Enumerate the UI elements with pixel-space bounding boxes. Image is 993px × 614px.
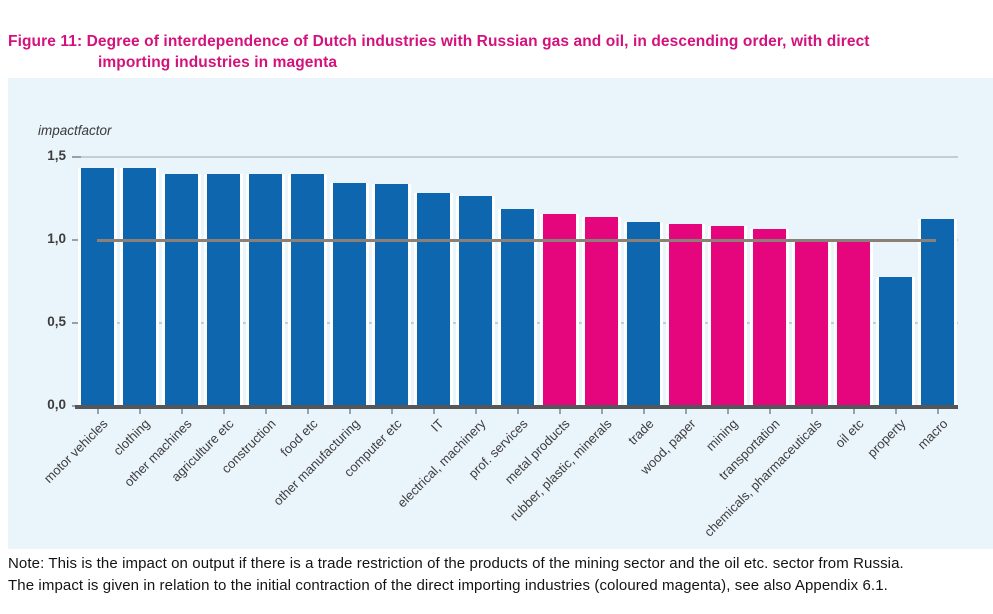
x-axis-tick-oil-etc xyxy=(852,409,855,414)
figure-title-line1: Figure 11: Degree of interdependence of … xyxy=(8,33,870,50)
x-axis-line xyxy=(75,405,958,409)
y-axis-tick-1-5 xyxy=(72,156,81,158)
x-axis-tick-other-machines xyxy=(180,409,183,414)
x-axis-tick-macro xyxy=(936,409,939,414)
y-tick-label-0-0: 0,0 xyxy=(47,397,66,412)
x-axis-tick-trade xyxy=(642,409,645,414)
x-axis-tick-construction xyxy=(264,409,267,414)
x-axis-tick-wood-paper xyxy=(684,409,687,414)
y-axis-tick-0-5 xyxy=(72,322,81,324)
figure-note-line2: The impact is given in relation to the i… xyxy=(8,576,888,594)
x-axis-tick-rubber-plastic-minerals xyxy=(600,409,603,414)
x-axis-tick-other-manufacturing xyxy=(348,409,351,414)
y-tick-label-0-5: 0,5 xyxy=(47,314,66,329)
bar-food-etc xyxy=(288,174,327,405)
x-axis-tick-electrical-machinery xyxy=(474,409,477,414)
bar-mining xyxy=(708,226,747,405)
x-axis-tick-prof-services xyxy=(516,409,519,414)
x-axis-tick-food-etc xyxy=(306,409,309,414)
x-axis-tick-mining xyxy=(726,409,729,414)
x-axis-tick-property xyxy=(894,409,897,414)
x-axis-tick-transportation xyxy=(768,409,771,414)
x-axis-tick-motor-vehicles xyxy=(96,409,99,414)
bar-clothing xyxy=(120,168,159,405)
bar-it xyxy=(414,193,453,405)
bar-rubber-plastic-minerals xyxy=(582,217,621,405)
y-axis-tick-1-0 xyxy=(72,239,81,241)
bar-metal-products xyxy=(540,214,579,405)
reference-line-1-0 xyxy=(97,239,936,242)
gridline-1-5 xyxy=(75,156,958,158)
x-axis-tick-metal-products xyxy=(558,409,561,414)
bar-computer-etc xyxy=(372,184,411,405)
y-tick-label-1-0: 1,0 xyxy=(47,231,66,246)
bar-macro xyxy=(918,219,957,405)
bar-transportation xyxy=(750,229,789,405)
bar-other-manufacturing xyxy=(330,183,369,405)
x-axis-tick-clothing xyxy=(138,409,141,414)
bar-electrical-machinery xyxy=(456,196,495,405)
y-axis-title: impactfactor xyxy=(38,123,112,138)
bar-trade xyxy=(624,222,663,405)
x-axis-tick-it xyxy=(432,409,435,414)
x-axis-tick-agriculture-etc xyxy=(222,409,225,414)
bar-wood-paper xyxy=(666,224,705,405)
bar-other-machines xyxy=(162,174,201,405)
bar-property xyxy=(876,277,915,405)
figure-note-line1: Note: This is the impact on output if th… xyxy=(8,555,904,572)
bar-chemicals-pharmaceuticals xyxy=(792,241,831,405)
x-axis-tick-chemicals-pharmaceuticals xyxy=(810,409,813,414)
bar-agriculture-etc xyxy=(204,174,243,405)
y-tick-label-1-5: 1,5 xyxy=(47,148,66,163)
bar-construction xyxy=(246,174,285,405)
bar-oil-etc xyxy=(834,241,873,405)
figure-title-line2: importing industries in magenta xyxy=(98,54,338,71)
x-axis-tick-computer-etc xyxy=(390,409,393,414)
bar-motor-vehicles xyxy=(78,168,117,405)
